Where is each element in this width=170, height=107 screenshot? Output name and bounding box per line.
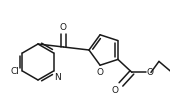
Text: O: O: [97, 68, 104, 77]
Text: O: O: [147, 68, 154, 77]
Text: O: O: [60, 23, 67, 32]
Text: Cl: Cl: [11, 66, 19, 76]
Text: N: N: [55, 73, 61, 82]
Text: O: O: [112, 86, 119, 95]
